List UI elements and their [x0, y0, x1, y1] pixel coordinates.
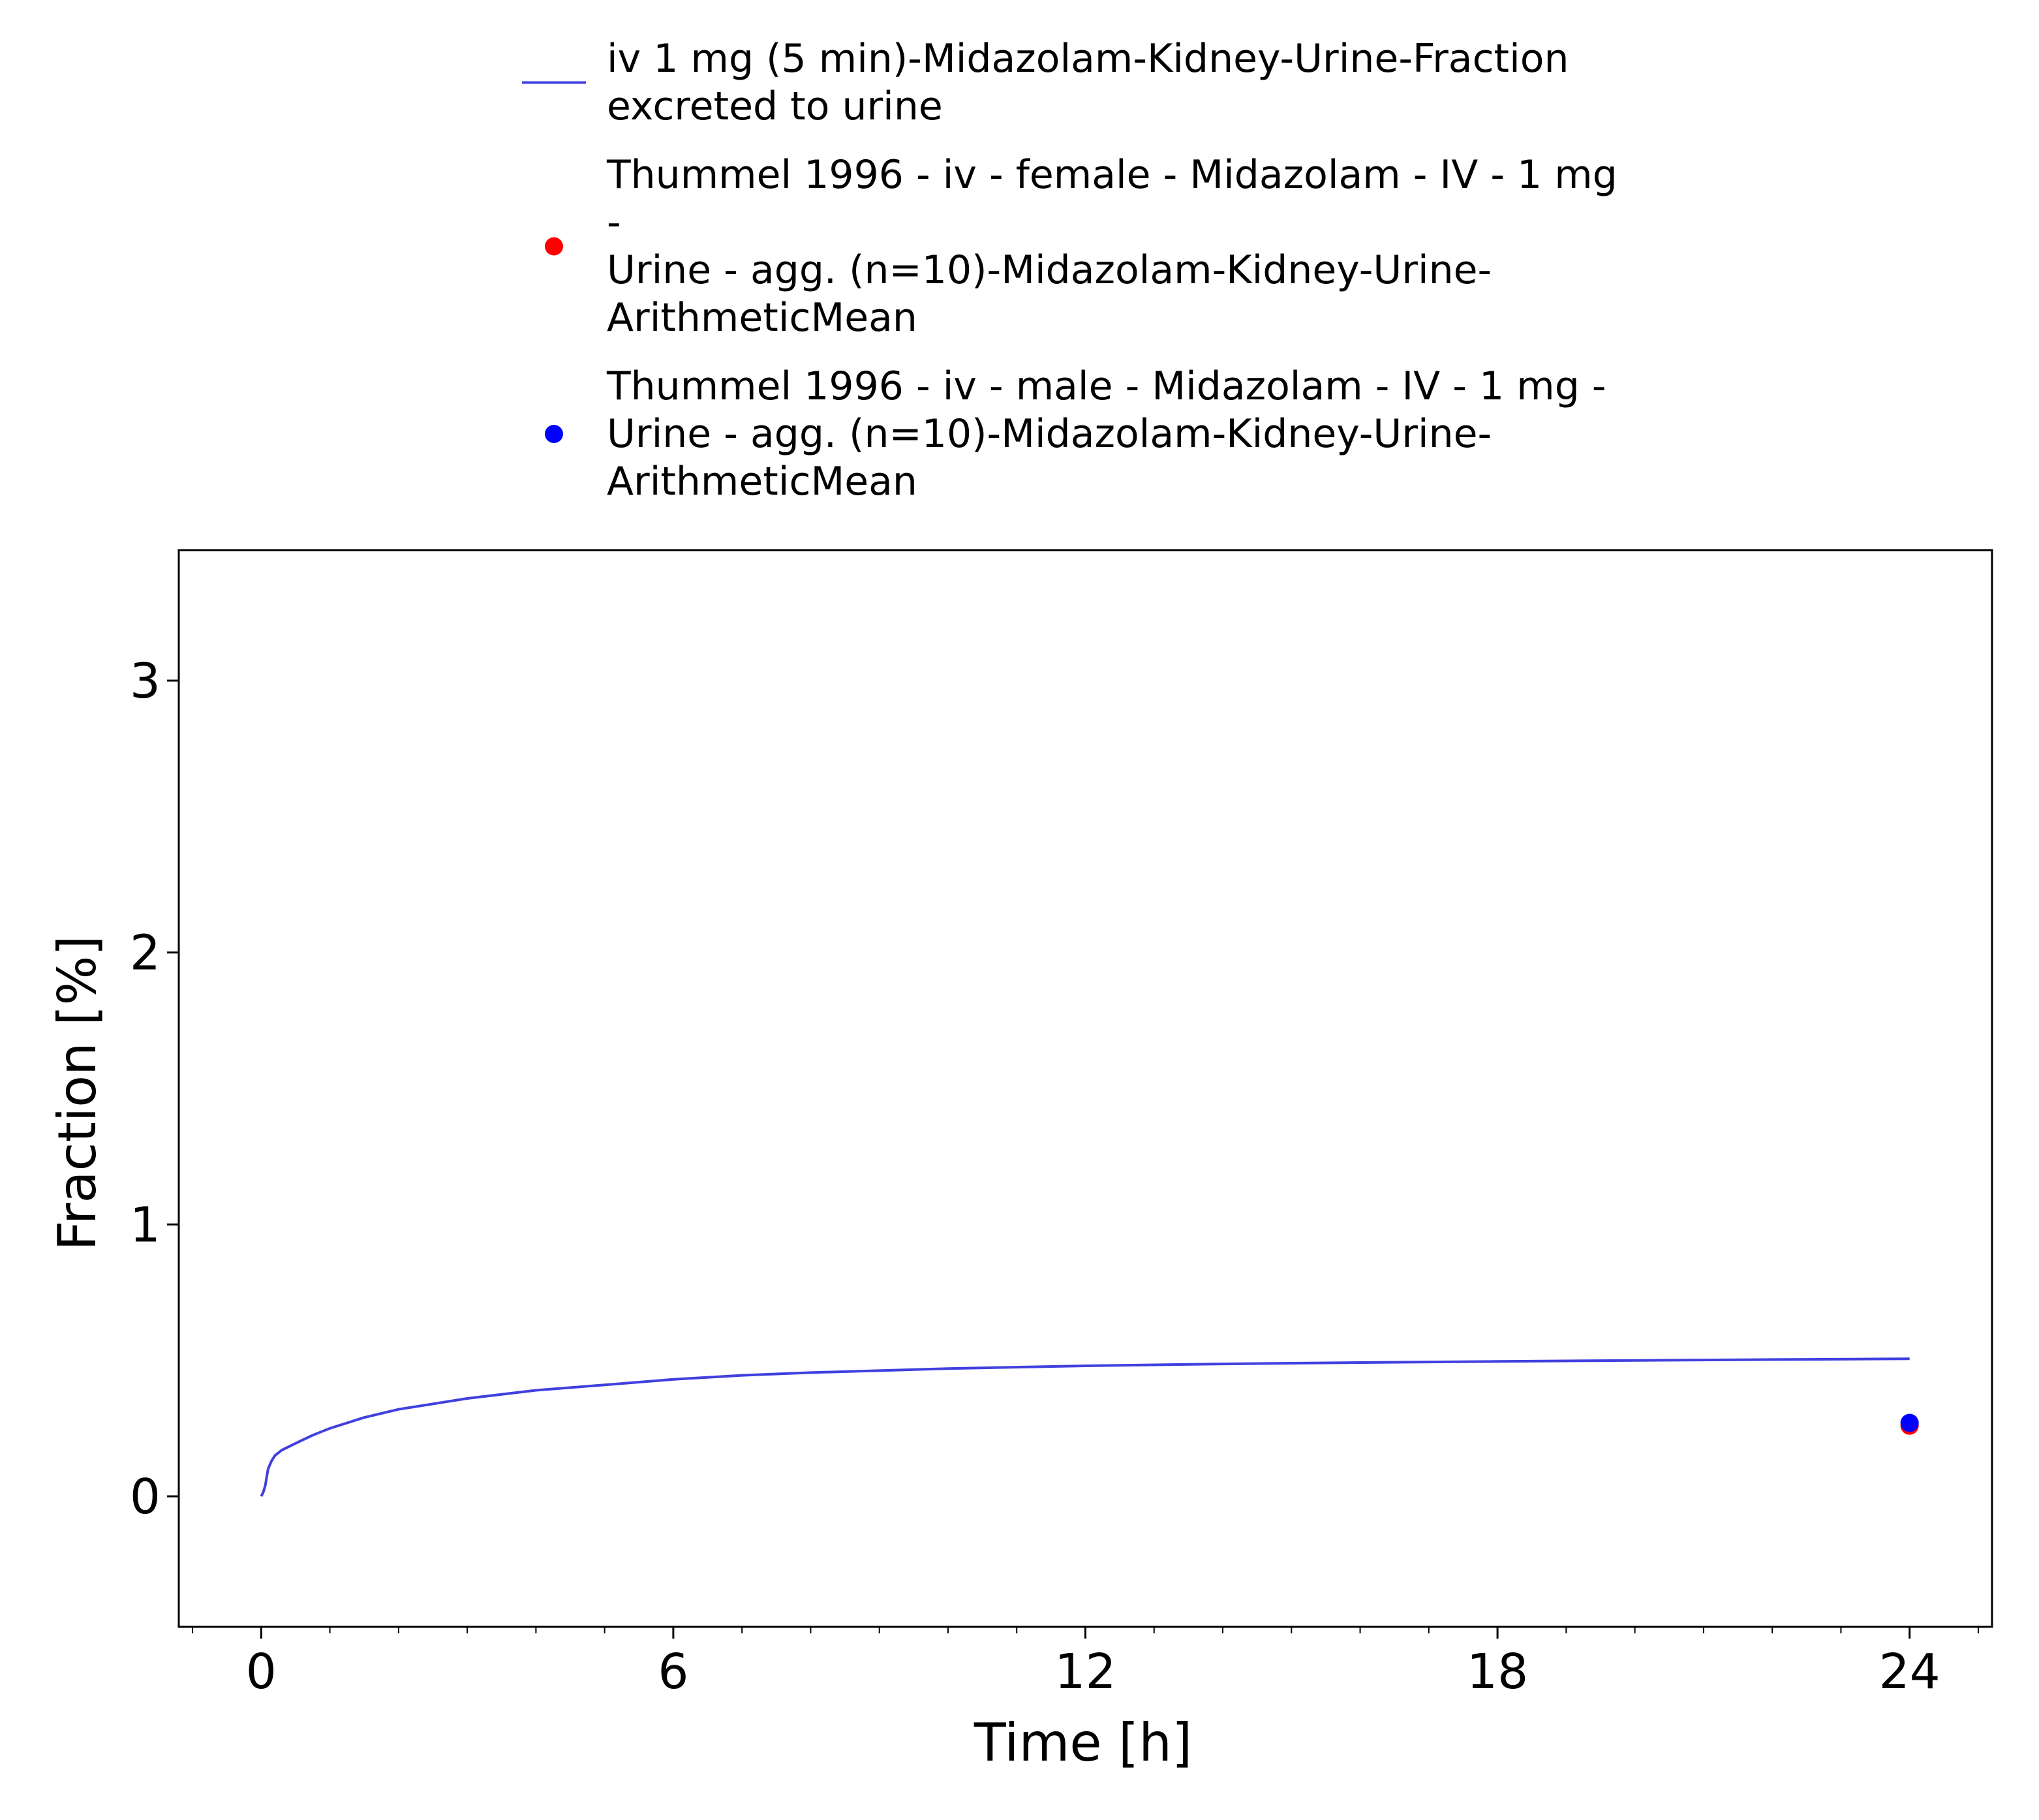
data-point — [1900, 1413, 1919, 1432]
legend-point-marker — [545, 237, 563, 256]
legend-label: Urine - agg. (n=10)-Midazolam-Kidney-Uri… — [607, 411, 1492, 457]
y-axis: 0 1 2 3 — [130, 653, 179, 1525]
y-tick-label: 0 — [130, 1469, 161, 1525]
series-line — [260, 1357, 1910, 1497]
x-tick-label: 18 — [1467, 1644, 1528, 1700]
legend-label: ArithmeticMean — [607, 295, 917, 341]
x-tick-label: 6 — [658, 1644, 688, 1700]
legend: iv 1 mg (5 min)-Midazolam-Kidney-Urine-F… — [522, 36, 1617, 504]
legend-point-marker — [545, 425, 563, 443]
legend-label: Urine - agg. (n=10)-Midazolam-Kidney-Uri… — [607, 247, 1492, 293]
legend-label: - — [607, 200, 621, 245]
y-tick-label: 1 — [130, 1197, 161, 1253]
x-tick-label: 24 — [1879, 1644, 1940, 1700]
legend-label: Thummel 1996 - iv - male - Midazolam - I… — [606, 363, 1606, 409]
legend-label: ArithmeticMean — [607, 459, 917, 504]
x-tick-label: 12 — [1054, 1644, 1116, 1700]
x-axis-title: Time [h] — [974, 1712, 1192, 1773]
y-axis-title: Fraction [%] — [47, 935, 108, 1250]
series-layer — [260, 1357, 1919, 1497]
y-tick-label: 3 — [130, 653, 161, 709]
x-tick-label: 0 — [246, 1644, 277, 1700]
x-axis: 0 6 12 18 24 — [192, 1627, 1979, 1700]
y-tick-label: 2 — [130, 925, 161, 981]
legend-label: Thummel 1996 - iv - female - Midazolam -… — [606, 152, 1617, 198]
legend-label: excreted to urine — [607, 84, 943, 129]
legend-label: iv 1 mg (5 min)-Midazolam-Kidney-Urine-F… — [607, 36, 1569, 82]
